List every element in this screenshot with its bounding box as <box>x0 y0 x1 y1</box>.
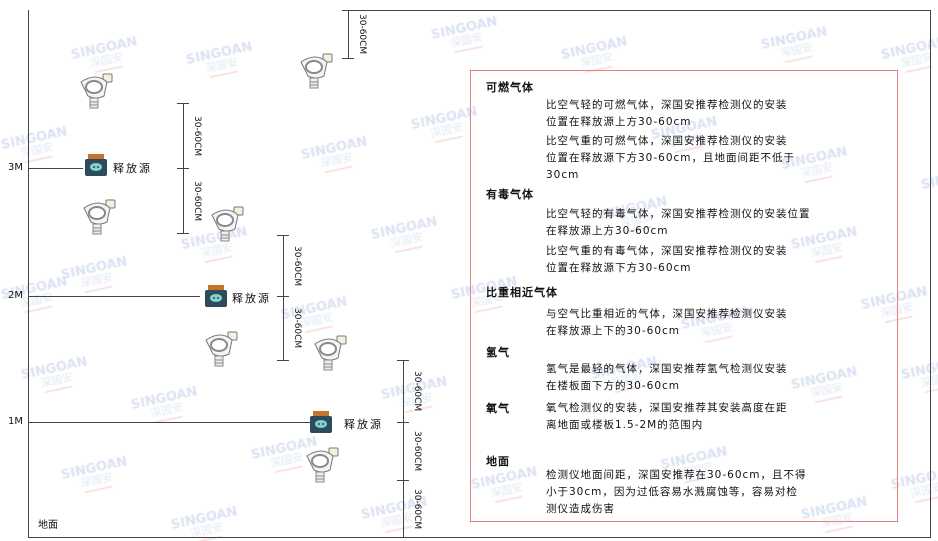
dimension-tick <box>177 103 189 104</box>
level-2m-label: 2M <box>8 290 23 301</box>
section-title: 可燃气体 <box>486 81 534 94</box>
gas-detector-icon <box>208 205 246 243</box>
dimension-tick <box>277 296 289 297</box>
gas-detector-icon <box>311 334 349 372</box>
release-source-icon <box>308 410 334 434</box>
gas-detector-icon <box>303 446 341 484</box>
section-paragraph: 氢气是最轻的气体，深国安推荐氢气检测仪安装 在楼板面下方的30-60cm <box>546 363 788 392</box>
release-source-label: 释放源 <box>113 162 152 175</box>
installation-notes-panel: 可燃气体 比空气轻的可燃气体，深国安推荐检测仪的安装 位置在释放源上方30-60c… <box>470 70 898 522</box>
dimension-tick <box>342 10 354 11</box>
release-source-icon <box>83 153 109 177</box>
dimension-tick <box>342 58 354 59</box>
dimension-label: 30-60CM <box>192 180 202 221</box>
section-title: 比重相近气体 <box>486 286 558 299</box>
section-title: 有毒气体 <box>486 188 534 201</box>
dimension-label: 30-60CM <box>412 488 422 529</box>
section-paragraph: 检测仪地面间距，深国安推荐在30-60cm，且不得 小于30cm，因为过低容易水… <box>546 469 807 515</box>
release-source-label: 释放源 <box>232 292 271 305</box>
dimension-tick <box>397 537 409 538</box>
ceiling-line <box>348 10 930 11</box>
dimension-label: 30-60CM <box>292 245 302 286</box>
dimension-line <box>403 480 404 537</box>
dimension-label: 30-60CM <box>357 14 367 55</box>
section-paragraph: 氧气检测仪的安装，深国安推荐其安装高度在距 离地面或楼板1.5-2M的范围内 <box>546 402 788 431</box>
dimension-line <box>403 422 404 480</box>
release-source-label: 释放源 <box>344 418 383 431</box>
dimension-tick <box>177 233 189 234</box>
dimension-tick <box>397 480 409 481</box>
level-1m-line <box>28 422 310 423</box>
dimension-label: 30-60CM <box>412 371 422 412</box>
section-paragraph: 比空气重的有毒气体，深国安推荐检测仪的安装 位置在释放源下方30-60cm <box>546 245 788 274</box>
section-paragraph: 比空气轻的可燃气体，深国安推荐检测仪的安装 位置在释放源上方30-60cm <box>546 99 788 128</box>
section-title: 氢气 <box>486 346 510 359</box>
level-3m-label: 3M <box>8 162 23 173</box>
dimension-tick <box>177 168 189 169</box>
dimension-label: 30-60CM <box>292 308 302 349</box>
dimension-label: 30-60CM <box>192 115 202 156</box>
dimension-tick <box>277 360 289 361</box>
gas-detector-icon <box>77 72 115 110</box>
wall-line <box>28 10 29 538</box>
dimension-line <box>403 360 404 422</box>
dimension-tick <box>277 235 289 236</box>
level-2m-line <box>28 296 200 297</box>
dimension-line <box>183 168 184 233</box>
gas-detector-icon <box>297 52 335 90</box>
level-1m-label: 1M <box>8 416 23 427</box>
right-wall-line <box>930 10 931 538</box>
dimension-tick <box>397 360 409 361</box>
ground-label: 地面 <box>38 520 58 531</box>
gas-detector-icon <box>202 330 240 368</box>
dimension-line <box>183 103 184 168</box>
section-paragraph: 与空气比重相近的气体，深国安推荐检测仪安装 在释放源上下的30-60cm <box>546 308 788 337</box>
dimension-line <box>283 296 284 360</box>
dimension-line <box>348 10 349 58</box>
level-3m-line <box>28 168 83 169</box>
release-source-icon <box>203 284 229 308</box>
dimension-tick <box>397 422 409 423</box>
section-paragraph: 比空气重的可燃气体，深国安推荐检测仪的安装 位置在释放源下方30-60cm，且地… <box>546 135 796 181</box>
gas-detector-icon <box>80 198 118 236</box>
section-paragraph: 比空气轻的有毒气体，深国安推荐检测仪的安装位置 在释放源上方30-60cm <box>546 208 811 237</box>
section-title: 地面 <box>486 455 510 468</box>
ground-line <box>28 537 930 538</box>
section-title: 氧气 <box>486 402 510 415</box>
dimension-label: 30-60CM <box>412 431 422 472</box>
dimension-line <box>283 235 284 296</box>
